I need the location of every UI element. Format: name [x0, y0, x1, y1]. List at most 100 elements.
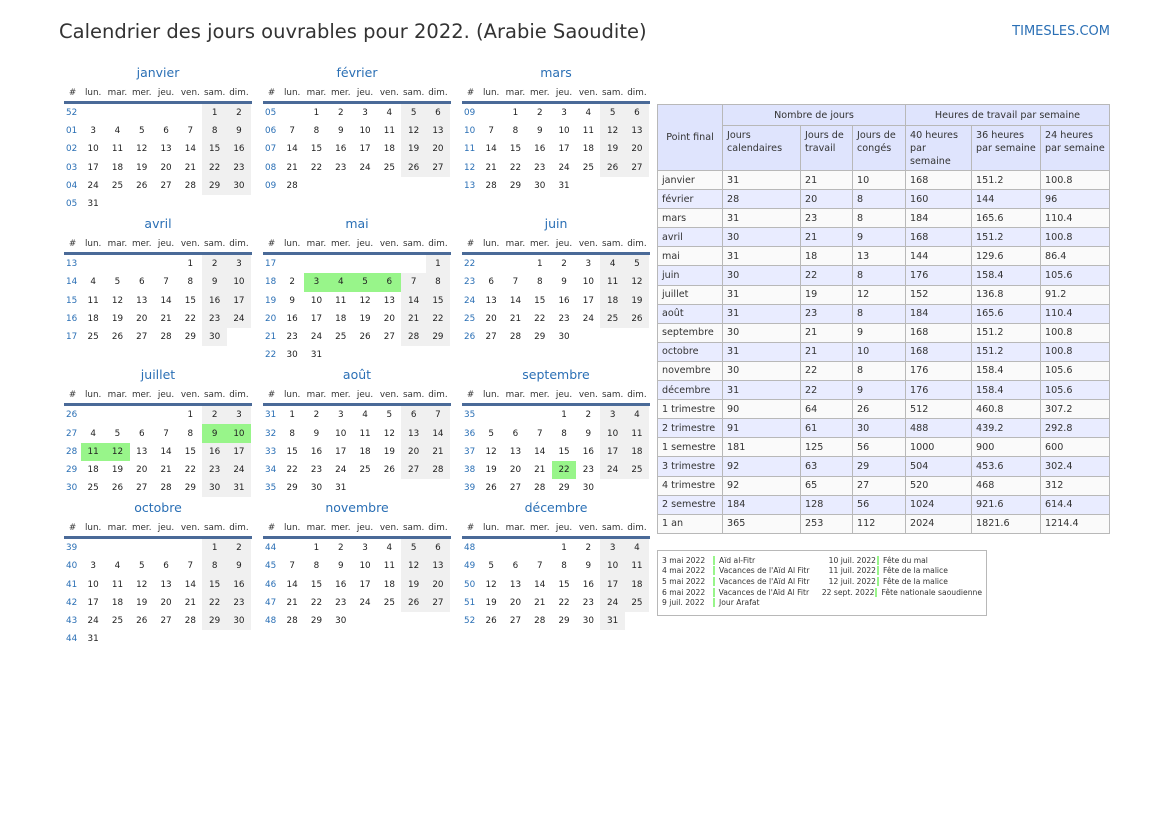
- day-cell[interactable]: 21: [401, 309, 426, 328]
- day-cell[interactable]: 9: [226, 557, 252, 576]
- day-cell[interactable]: 30: [286, 350, 298, 361]
- day-cell[interactable]: 23: [534, 162, 546, 173]
- day-cell[interactable]: 15: [202, 575, 227, 594]
- day-cell[interactable]: 16: [582, 446, 594, 457]
- day-cell[interactable]: 15: [202, 140, 227, 159]
- day-cell[interactable]: 2: [313, 410, 320, 421]
- day-cell[interactable]: 24: [87, 180, 99, 191]
- day-cell[interactable]: 24: [226, 309, 252, 328]
- day-cell[interactable]: 18: [383, 144, 395, 155]
- day-cell[interactable]: 27: [383, 331, 395, 342]
- day-cell[interactable]: 17: [359, 579, 371, 590]
- day-cell[interactable]: 12: [401, 557, 426, 576]
- day-cell[interactable]: 19: [383, 446, 395, 457]
- day-cell[interactable]: 3: [362, 543, 368, 554]
- day-cell[interactable]: 27: [485, 331, 497, 342]
- day-cell[interactable]: 9: [561, 277, 567, 288]
- day-cell[interactable]: 8: [202, 557, 227, 576]
- day-cell[interactable]: 15: [558, 579, 570, 590]
- day-cell[interactable]: 21: [534, 464, 546, 475]
- day-cell[interactable]: 4: [114, 126, 121, 137]
- day-cell[interactable]: 7: [289, 126, 295, 137]
- day-cell[interactable]: 21: [485, 162, 497, 173]
- day-cell[interactable]: 11: [81, 442, 106, 461]
- day-cell[interactable]: 26: [383, 464, 395, 475]
- day-cell[interactable]: 3: [226, 255, 252, 274]
- day-cell[interactable]: 25: [624, 593, 650, 612]
- day-cell[interactable]: 9: [202, 424, 227, 443]
- day-cell[interactable]: 22: [534, 313, 546, 324]
- day-cell[interactable]: 28: [534, 616, 546, 627]
- day-cell[interactable]: 24: [310, 331, 323, 342]
- day-cell[interactable]: 26: [111, 331, 124, 342]
- day-cell[interactable]: 25: [335, 331, 347, 342]
- day-cell[interactable]: 2: [536, 108, 543, 119]
- day-cell[interactable]: 16: [558, 295, 570, 306]
- day-cell[interactable]: 24: [558, 162, 570, 173]
- day-cell[interactable]: 18: [383, 579, 395, 590]
- day-cell[interactable]: 27: [160, 180, 172, 191]
- day-cell[interactable]: 3: [304, 273, 329, 292]
- day-cell[interactable]: 25: [111, 180, 124, 191]
- day-cell[interactable]: 2: [226, 539, 252, 558]
- day-cell[interactable]: 19: [111, 464, 124, 475]
- day-cell[interactable]: 8: [202, 122, 227, 141]
- day-cell[interactable]: 16: [534, 144, 546, 155]
- day-cell[interactable]: 19: [485, 597, 497, 608]
- day-cell[interactable]: 27: [136, 331, 148, 342]
- day-cell[interactable]: 6: [138, 277, 145, 288]
- day-cell[interactable]: 4: [328, 273, 353, 292]
- day-cell[interactable]: 27: [425, 158, 451, 177]
- day-cell[interactable]: 27: [160, 616, 172, 627]
- day-cell[interactable]: 7: [536, 428, 543, 439]
- day-cell[interactable]: 11: [600, 273, 625, 292]
- day-cell[interactable]: 27: [136, 483, 148, 494]
- day-cell[interactable]: 22: [425, 309, 451, 328]
- day-cell[interactable]: 10: [87, 579, 99, 590]
- day-cell[interactable]: 28: [184, 616, 196, 627]
- day-cell[interactable]: 26: [485, 616, 497, 627]
- day-cell[interactable]: 1: [313, 108, 320, 119]
- day-cell[interactable]: 2: [561, 259, 567, 270]
- day-cell[interactable]: 25: [359, 464, 371, 475]
- day-cell[interactable]: 12: [485, 446, 497, 457]
- day-cell[interactable]: 7: [536, 561, 543, 572]
- day-cell[interactable]: 24: [359, 597, 371, 608]
- day-cell[interactable]: 26: [111, 483, 124, 494]
- day-cell[interactable]: 10: [359, 561, 371, 572]
- day-cell[interactable]: 5: [114, 277, 121, 288]
- day-cell[interactable]: 17: [359, 144, 371, 155]
- day-cell[interactable]: 7: [163, 277, 169, 288]
- day-cell[interactable]: 12: [401, 122, 426, 141]
- day-cell[interactable]: 25: [87, 483, 99, 494]
- day-cell[interactable]: 31: [335, 483, 347, 494]
- day-cell[interactable]: 24: [582, 313, 594, 324]
- day-cell[interactable]: 12: [136, 144, 148, 155]
- day-cell[interactable]: 3: [226, 406, 252, 425]
- day-cell[interactable]: 19: [401, 575, 426, 594]
- day-cell[interactable]: 11: [383, 126, 395, 137]
- day-cell[interactable]: 3: [90, 126, 96, 137]
- day-cell[interactable]: 20: [485, 313, 497, 324]
- day-cell[interactable]: 18: [87, 464, 99, 475]
- day-cell[interactable]: 20: [383, 313, 395, 324]
- day-cell[interactable]: 4: [624, 539, 650, 558]
- day-cell[interactable]: 1: [425, 255, 451, 274]
- day-cell[interactable]: 6: [624, 104, 650, 123]
- day-cell[interactable]: 12: [383, 428, 395, 439]
- day-cell[interactable]: 28: [184, 180, 196, 191]
- day-cell[interactable]: 20: [509, 597, 522, 608]
- day-cell[interactable]: 9: [226, 122, 252, 141]
- day-cell[interactable]: 13: [401, 424, 426, 443]
- day-cell[interactable]: 17: [87, 597, 99, 608]
- day-cell[interactable]: 5: [624, 255, 650, 274]
- day-cell[interactable]: 5: [401, 539, 426, 558]
- day-cell[interactable]: 12: [600, 122, 625, 141]
- day-cell[interactable]: 7: [425, 406, 451, 425]
- day-cell[interactable]: 31: [310, 350, 323, 361]
- day-cell[interactable]: 14: [286, 144, 298, 155]
- day-cell[interactable]: 26: [600, 158, 625, 177]
- day-cell[interactable]: 27: [624, 158, 650, 177]
- day-cell[interactable]: 5: [114, 428, 121, 439]
- day-cell[interactable]: 6: [425, 104, 451, 123]
